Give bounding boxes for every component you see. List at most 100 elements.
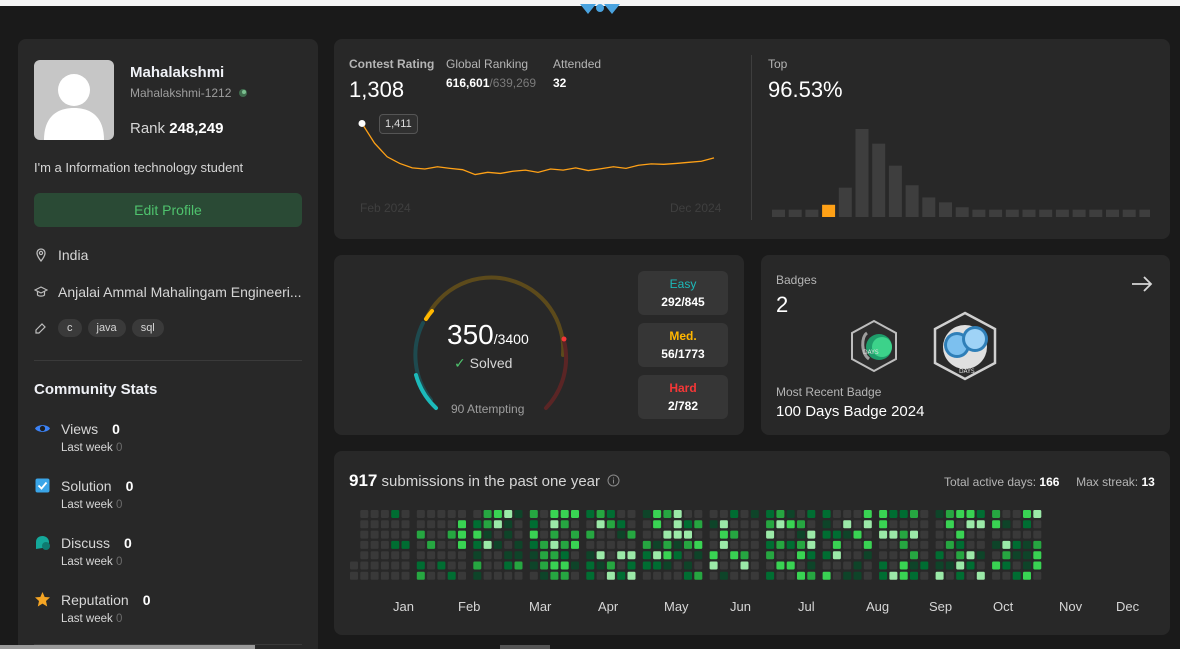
heatmap-cell[interactable] [889, 551, 898, 560]
scrollbar-thumb[interactable] [0, 645, 255, 649]
heatmap-cell[interactable] [458, 561, 466, 570]
heatmap-cell[interactable] [391, 530, 400, 539]
heatmap-cell[interactable] [822, 540, 831, 549]
heatmap-cell[interactable] [730, 540, 739, 549]
heatmap-cell[interactable] [863, 561, 872, 570]
heatmap-cell[interactable] [350, 561, 358, 570]
arrow-right-icon[interactable] [1131, 275, 1153, 293]
heatmap-cell[interactable] [586, 561, 595, 570]
heatmap-cell[interactable] [843, 571, 852, 580]
heatmap-cell[interactable] [750, 510, 759, 518]
heatmap-cell[interactable] [750, 540, 759, 549]
heatmap-cell[interactable] [606, 510, 615, 518]
badge-50-days-icon[interactable]: DAYS [847, 319, 901, 373]
heatmap-cell[interactable] [832, 561, 841, 570]
heatmap-cell[interactable] [719, 540, 728, 549]
heatmap-cell[interactable] [966, 540, 975, 549]
heatmap-cell[interactable] [694, 510, 703, 518]
heatmap-cell[interactable] [776, 571, 785, 580]
heatmap-cell[interactable] [945, 571, 954, 580]
distribution-bar[interactable] [805, 209, 819, 217]
heatmap-cell[interactable] [750, 561, 759, 570]
heatmap-cell[interactable] [596, 540, 605, 549]
heatmap-cell[interactable] [627, 571, 636, 580]
heatmap-cell[interactable] [360, 510, 369, 518]
heatmap-cell[interactable] [910, 571, 918, 580]
heatmap-cell[interactable] [606, 551, 615, 560]
heatmap-cell[interactable] [627, 561, 636, 570]
heatmap-cell[interactable] [550, 540, 559, 549]
distribution-bar[interactable] [888, 165, 902, 217]
heatmap-cell[interactable] [458, 520, 466, 529]
heatmap-cell[interactable] [1033, 540, 1042, 549]
heatmap-cell[interactable] [976, 530, 985, 539]
heatmap-cell[interactable] [606, 540, 615, 549]
heatmap-cell[interactable] [437, 520, 446, 529]
heatmap-cell[interactable] [586, 530, 595, 539]
heatmap-cell[interactable] [1033, 510, 1042, 518]
heatmap-cell[interactable] [473, 530, 482, 539]
heatmap-cell[interactable] [447, 551, 456, 560]
heatmap-cell[interactable] [684, 540, 692, 549]
heatmap-cell[interactable] [730, 561, 739, 570]
heatmap-cell[interactable] [889, 530, 898, 539]
heatmap-cell[interactable] [822, 510, 831, 518]
heatmap-cell[interactable] [899, 551, 908, 560]
heatmap-cell[interactable] [663, 520, 672, 529]
heatmap-cell[interactable] [786, 571, 795, 580]
heatmap-cell[interactable] [776, 510, 785, 518]
heatmap-cell[interactable] [935, 520, 944, 529]
heatmap-cell[interactable] [663, 571, 672, 580]
heatmap-cell[interactable] [617, 510, 626, 518]
distribution-bar[interactable] [905, 185, 919, 217]
heatmap-cell[interactable] [437, 561, 446, 570]
heatmap-cell[interactable] [920, 520, 929, 529]
heatmap-cell[interactable] [529, 520, 538, 529]
heatmap-cell[interactable] [540, 551, 549, 560]
skill-tag[interactable]: c [58, 319, 82, 337]
heatmap-cell[interactable] [966, 561, 975, 570]
heatmap-cell[interactable] [920, 561, 929, 570]
heatmap-cell[interactable] [571, 551, 579, 560]
easy-box[interactable]: Easy 292/845 [638, 271, 728, 315]
heatmap-cell[interactable] [1033, 561, 1042, 570]
heatmap-cell[interactable] [529, 551, 538, 560]
heatmap-cell[interactable] [719, 571, 728, 580]
heatmap-cell[interactable] [401, 510, 410, 518]
heatmap-cell[interactable] [606, 571, 615, 580]
rating-line-chart[interactable] [354, 114, 729, 189]
heatmap-cell[interactable] [540, 540, 549, 549]
heatmap-cell[interactable] [1033, 530, 1042, 539]
heatmap-cell[interactable] [945, 530, 954, 539]
heatmap-cell[interactable] [473, 510, 482, 518]
heatmap-cell[interactable] [1002, 520, 1011, 529]
heatmap-cell[interactable] [899, 530, 908, 539]
heatmap-cell[interactable] [899, 540, 908, 549]
heatmap-cell[interactable] [586, 540, 595, 549]
heatmap-cell[interactable] [493, 520, 502, 529]
heatmap-cell[interactable] [447, 510, 456, 518]
heatmap-cell[interactable] [843, 561, 852, 570]
heatmap-cell[interactable] [730, 530, 739, 539]
heatmap-cell[interactable] [807, 571, 816, 580]
heatmap-cell[interactable] [843, 540, 852, 549]
heatmap-cell[interactable] [447, 540, 456, 549]
heatmap-cell[interactable] [945, 540, 954, 549]
heatmap-cell[interactable] [360, 540, 369, 549]
heatmap-cell[interactable] [822, 520, 831, 529]
heatmap-cell[interactable] [416, 520, 425, 529]
heatmap-cell[interactable] [401, 551, 410, 560]
heatmap-cell[interactable] [1002, 571, 1011, 580]
heatmap-cell[interactable] [1023, 510, 1031, 518]
heatmap-cell[interactable] [709, 530, 718, 539]
heatmap-cell[interactable] [560, 551, 569, 560]
heatmap-cell[interactable] [750, 520, 759, 529]
heatmap-cell[interactable] [514, 540, 523, 549]
heatmap-cell[interactable] [966, 530, 975, 539]
heatmap-cell[interactable] [797, 530, 805, 539]
heatmap-cell[interactable] [673, 530, 682, 539]
heatmap-cell[interactable] [910, 540, 918, 549]
heatmap-cell[interactable] [1033, 571, 1042, 580]
heatmap-cell[interactable] [571, 530, 579, 539]
heatmap-cell[interactable] [370, 510, 379, 518]
